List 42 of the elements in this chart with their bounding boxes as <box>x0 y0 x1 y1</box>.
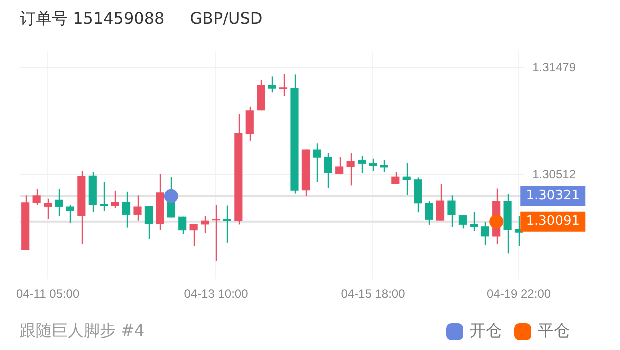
candlestick <box>425 200 434 226</box>
candlestick <box>44 198 52 220</box>
x-tick-label: 04-13 10:00 <box>184 287 249 302</box>
y-tick-label: 1.30512 <box>532 167 576 182</box>
candlestick <box>190 223 198 247</box>
x-tick-label: 04-11 05:00 <box>16 287 80 302</box>
candlestick <box>336 156 344 175</box>
candlestick <box>178 216 187 235</box>
candlestick <box>392 171 400 185</box>
candlestick <box>122 191 131 228</box>
candlestick <box>144 206 153 240</box>
candlestick <box>111 190 120 209</box>
candlestick <box>279 74 288 98</box>
candlestick <box>32 188 41 206</box>
ref-line-label: 1.30091 <box>526 214 580 230</box>
ref-line-label: 1.30321 <box>526 188 580 204</box>
y-tick-label: 1.31479 <box>532 60 576 74</box>
candlestick <box>324 152 332 190</box>
candlestick <box>66 204 74 224</box>
x-tick-label: 04-15 18:00 <box>341 287 406 302</box>
chart-title: 订单号 151459088 GBP/USD <box>20 8 263 28</box>
candlestick <box>436 183 445 222</box>
candlestick <box>470 212 478 232</box>
candlestick <box>402 162 411 196</box>
candlestick <box>458 214 467 230</box>
candlestick <box>100 182 108 212</box>
text: 跟随巨人脚步 #4 <box>20 321 145 342</box>
candlestick <box>134 195 142 222</box>
candlestick <box>212 204 220 262</box>
candlestick <box>313 143 322 184</box>
candlestick <box>369 158 378 172</box>
legend-label: 开仓 <box>470 321 502 340</box>
candlestick <box>481 222 490 246</box>
candlestick <box>246 106 254 142</box>
candlestick <box>346 152 355 186</box>
candlestick <box>55 188 64 217</box>
candlestick <box>358 156 366 174</box>
candlestick <box>268 76 276 94</box>
legend-label: 平仓 <box>538 321 570 340</box>
x-tick-label: 04-19 22:00 <box>486 287 552 302</box>
candlestick <box>200 216 210 234</box>
candlestick <box>448 195 456 228</box>
